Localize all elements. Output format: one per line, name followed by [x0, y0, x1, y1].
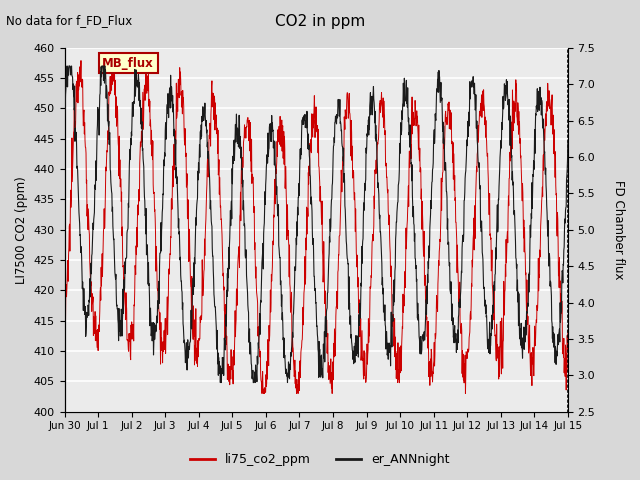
Text: No data for f_FD_Flux: No data for f_FD_Flux — [6, 14, 132, 27]
Y-axis label: FD Chamber flux: FD Chamber flux — [612, 180, 625, 279]
Text: CO2 in ppm: CO2 in ppm — [275, 14, 365, 29]
Text: MB_flux: MB_flux — [102, 57, 154, 70]
Y-axis label: LI7500 CO2 (ppm): LI7500 CO2 (ppm) — [15, 176, 28, 284]
Legend: li75_co2_ppm, er_ANNnight: li75_co2_ppm, er_ANNnight — [186, 448, 454, 471]
